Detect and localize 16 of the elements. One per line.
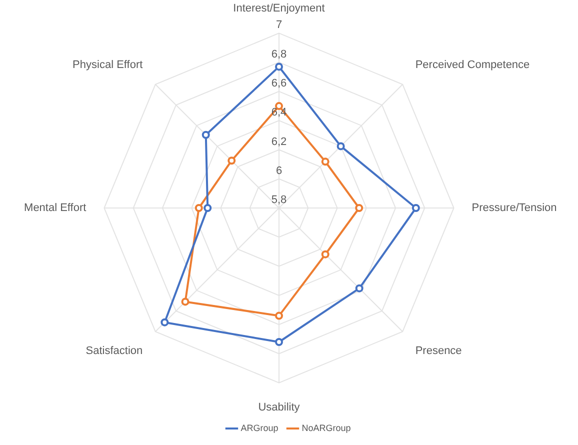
spoke-label: Satisfaction [86, 344, 143, 357]
y-tick-label: 6 [276, 164, 282, 177]
spoke-label: Interest/Enjoyment [233, 2, 325, 15]
spoke-label: Usability [258, 401, 300, 414]
y-tick-label: 6,2 [271, 136, 287, 148]
y-tick-label: 5,8 [271, 194, 287, 206]
spoke-label: Perceived Competence [415, 59, 530, 72]
spoke-label: Presence [415, 344, 462, 357]
spoke-label: Pressure/Tension [472, 202, 557, 214]
y-tick-label: 6,8 [271, 48, 287, 60]
legend-label: NoARGroup [302, 422, 351, 433]
y-tick-label: 6,6 [271, 78, 287, 90]
spoke-label: Mental Effort [24, 202, 86, 214]
y-tick-label: 7 [276, 19, 282, 32]
spoke-label: Physical Effort [72, 59, 143, 72]
legend-label: ARGroup [240, 422, 278, 433]
